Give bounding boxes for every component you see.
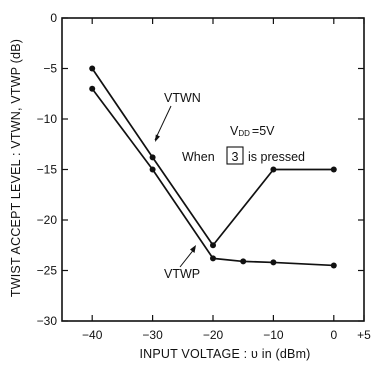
data-point-vtwn [270, 166, 277, 173]
key-3-label: 3 [232, 150, 239, 164]
series-pointer-vtwn-arrowhead [155, 134, 160, 142]
tick-labels: −40 −30 −20 −10 0 +5 0 −5 −10 −15 −20 −25 −30 [37, 11, 372, 342]
data-point-vtwn [149, 154, 156, 161]
data-point-vtwn [210, 242, 216, 249]
vdd-annotation: VDD =5V [230, 124, 275, 138]
data-point-vtwp [89, 85, 96, 92]
series-pointer-vtwp-arrowhead [190, 245, 196, 253]
data-point-vtwp [149, 166, 156, 173]
vdd-suffix: =5V [252, 124, 275, 138]
y-tick-label: −10 [37, 112, 58, 126]
pressed-text: is pressed [248, 150, 305, 164]
series-pointer-vtwn [154, 105, 172, 141]
x-tick-label: −10 [263, 328, 284, 342]
data-point-vtwp [270, 259, 277, 266]
vdd-subscript: DD [238, 129, 250, 138]
x-tick-label: 0 [330, 328, 337, 342]
key-3-box [226, 146, 244, 165]
data-point-vtwn [89, 65, 96, 72]
series-label-vtwn: VTWN [164, 91, 201, 105]
y-tick-label: −15 [37, 163, 58, 177]
x-tick-label: −40 [82, 328, 103, 342]
y-tick-label: 0 [50, 11, 57, 25]
plot-frame [61, 17, 365, 322]
y-tick-label: −30 [37, 314, 58, 328]
series-label-vtwp: VTWP [164, 267, 200, 281]
data-point-vtwn [330, 166, 337, 173]
data-points [89, 65, 337, 269]
x-tick-label: −20 [203, 328, 224, 342]
vdd-prefix: V [230, 124, 239, 138]
x-axis-label: INPUT VOLTAGE : υ in (dBm) [139, 347, 310, 361]
data-point-vtwp [330, 262, 337, 269]
series-line-vtwp [91, 88, 334, 267]
y-axis-label: TWIST ACCEPT LEVEL : VTWN, VTWP (dB) [9, 39, 23, 297]
y-tick-label: −20 [37, 213, 58, 227]
data-point-vtwp [210, 255, 216, 262]
x-tick-label: +5 [357, 328, 371, 342]
y-tick-label: −5 [43, 62, 57, 76]
y-tick-label: −25 [37, 264, 58, 278]
data-point-vtwp [240, 258, 247, 265]
when-text: When [182, 150, 215, 164]
x-tick-label: −30 [142, 328, 163, 342]
